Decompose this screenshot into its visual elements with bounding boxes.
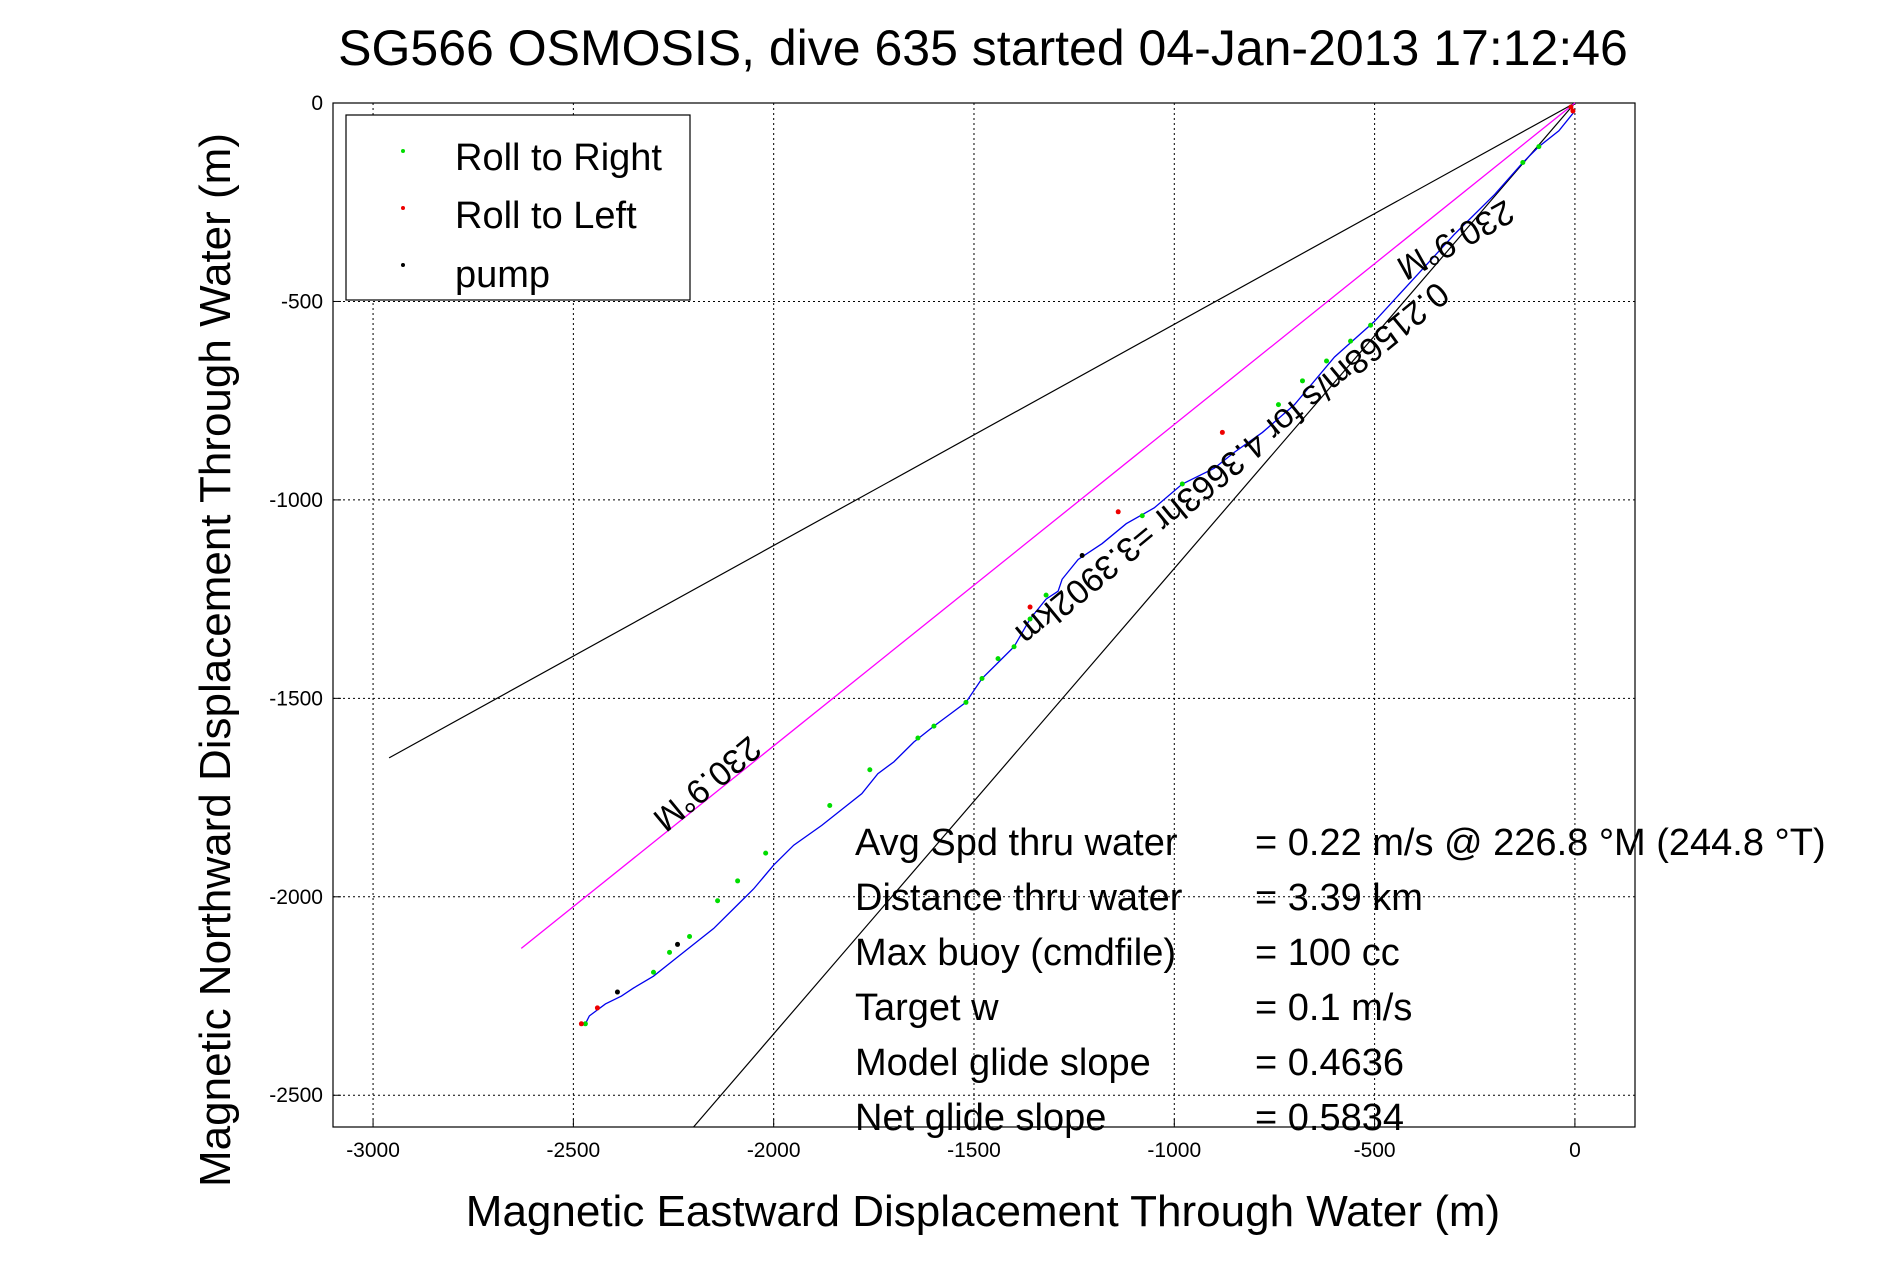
legend-label-pump: pump (455, 254, 550, 296)
stat-label-avg-speed: Avg Spd thru water (855, 822, 1178, 864)
legend-label-roll-left: Roll to Left (455, 195, 637, 237)
reference-line (693, 102, 1576, 1128)
marker-green (650, 969, 656, 975)
marker-green (1536, 144, 1542, 150)
marker-green (1043, 592, 1049, 598)
chart-title: SG566 OSMOSIS, dive 635 started 04-Jan-2… (338, 20, 1628, 76)
grid (333, 102, 1635, 1127)
marker-black (1079, 552, 1085, 558)
stat-label-max-buoy: Max buoy (cmdfile) (855, 932, 1176, 974)
marker-green (582, 1021, 588, 1027)
marker-red (578, 1021, 584, 1027)
series-line (584, 110, 1576, 1025)
marker-green (963, 699, 969, 705)
marker-black (675, 941, 681, 947)
marker-green (1520, 160, 1526, 166)
marker-red (1219, 429, 1225, 435)
marker-red (1115, 509, 1121, 515)
marker-green (931, 723, 937, 729)
marker-black (614, 989, 620, 995)
stat-label-distance: Distance thru water (855, 877, 1183, 919)
y-tick-label: -1000 (269, 489, 323, 512)
x-tick-label: -2500 (547, 1139, 601, 1162)
marker-green (867, 767, 873, 773)
x-tick-label: 0 (1569, 1139, 1581, 1162)
marker-green (735, 878, 741, 884)
legend-marker-roll-left (401, 206, 405, 210)
marker-red (1027, 604, 1033, 610)
marker-green (763, 850, 769, 856)
marker-green (1275, 402, 1281, 408)
marker-red (1568, 104, 1574, 110)
marker-green (715, 898, 721, 904)
marker-green (667, 949, 673, 955)
x-tick-label: -2000 (747, 1139, 801, 1162)
reference-line (388, 102, 1576, 759)
marker-green (687, 933, 693, 939)
marker-green (1179, 481, 1185, 487)
stat-value-max-buoy: = 100 cc (1255, 932, 1400, 974)
stat-label-model-glide: Model glide slope (855, 1042, 1151, 1084)
marker-green (827, 803, 833, 809)
stat-value-model-glide: = 0.4636 (1255, 1042, 1404, 1084)
x-tick-label: -3000 (346, 1139, 400, 1162)
stat-label-target-w: Target w (855, 987, 999, 1029)
y-tick-label: -2000 (269, 886, 323, 909)
stat-label-net-glide: Net glide slope (855, 1097, 1106, 1139)
marker-green (1011, 644, 1017, 650)
y-tick-label: -500 (281, 290, 323, 313)
marker-green (979, 676, 985, 682)
y-tick-label: -1500 (269, 687, 323, 710)
series-line (520, 102, 1576, 949)
series-lines (520, 102, 1576, 1025)
reference-lines (388, 102, 1576, 1128)
marker-red (1570, 108, 1576, 114)
marker-green (995, 656, 1001, 662)
x-tick-label: -1000 (1147, 1139, 1201, 1162)
marker-green (1027, 616, 1033, 622)
stats-block: Avg Spd thru water = 0.22 m/s @ 226.8 °M… (855, 822, 1826, 1139)
y-axis-label: Magnetic Northward Displacement Through … (191, 133, 240, 1187)
marker-green (1324, 358, 1330, 364)
x-tick-label: -500 (1354, 1139, 1396, 1162)
marker-green (915, 735, 921, 741)
marker-green (1299, 378, 1305, 384)
marker-green (1139, 513, 1145, 519)
marker-green (1348, 338, 1354, 344)
legend: Roll to Right Roll to Left pump (345, 114, 691, 301)
y-tick-label: 0 (311, 92, 323, 115)
x-axis-label: Magnetic Eastward Displacement Through W… (466, 1187, 1500, 1236)
plot-frame (332, 102, 1636, 1128)
marker-red (594, 1005, 600, 1011)
stat-value-target-w: = 0.1 m/s (1255, 987, 1412, 1029)
legend-marker-roll-right (401, 149, 405, 153)
stat-value-distance: = 3.39 km (1255, 877, 1423, 919)
x-tick-label: -1500 (947, 1139, 1001, 1162)
ticks: -3000 -2500 -2000 -1500 -1000 -500 0 0 -500 -1000… (269, 92, 1580, 1162)
legend-label-roll-right: Roll to Right (455, 137, 662, 179)
legend-marker-pump (401, 263, 405, 267)
marker-green (1368, 322, 1374, 328)
markers (578, 104, 1576, 1027)
y-tick-label: -2500 (269, 1084, 323, 1107)
stat-value-avg-speed: = 0.22 m/s @ 226.8 °M (244.8 °T) (1255, 822, 1826, 864)
stat-value-net-glide: = 0.5834 (1255, 1097, 1404, 1139)
